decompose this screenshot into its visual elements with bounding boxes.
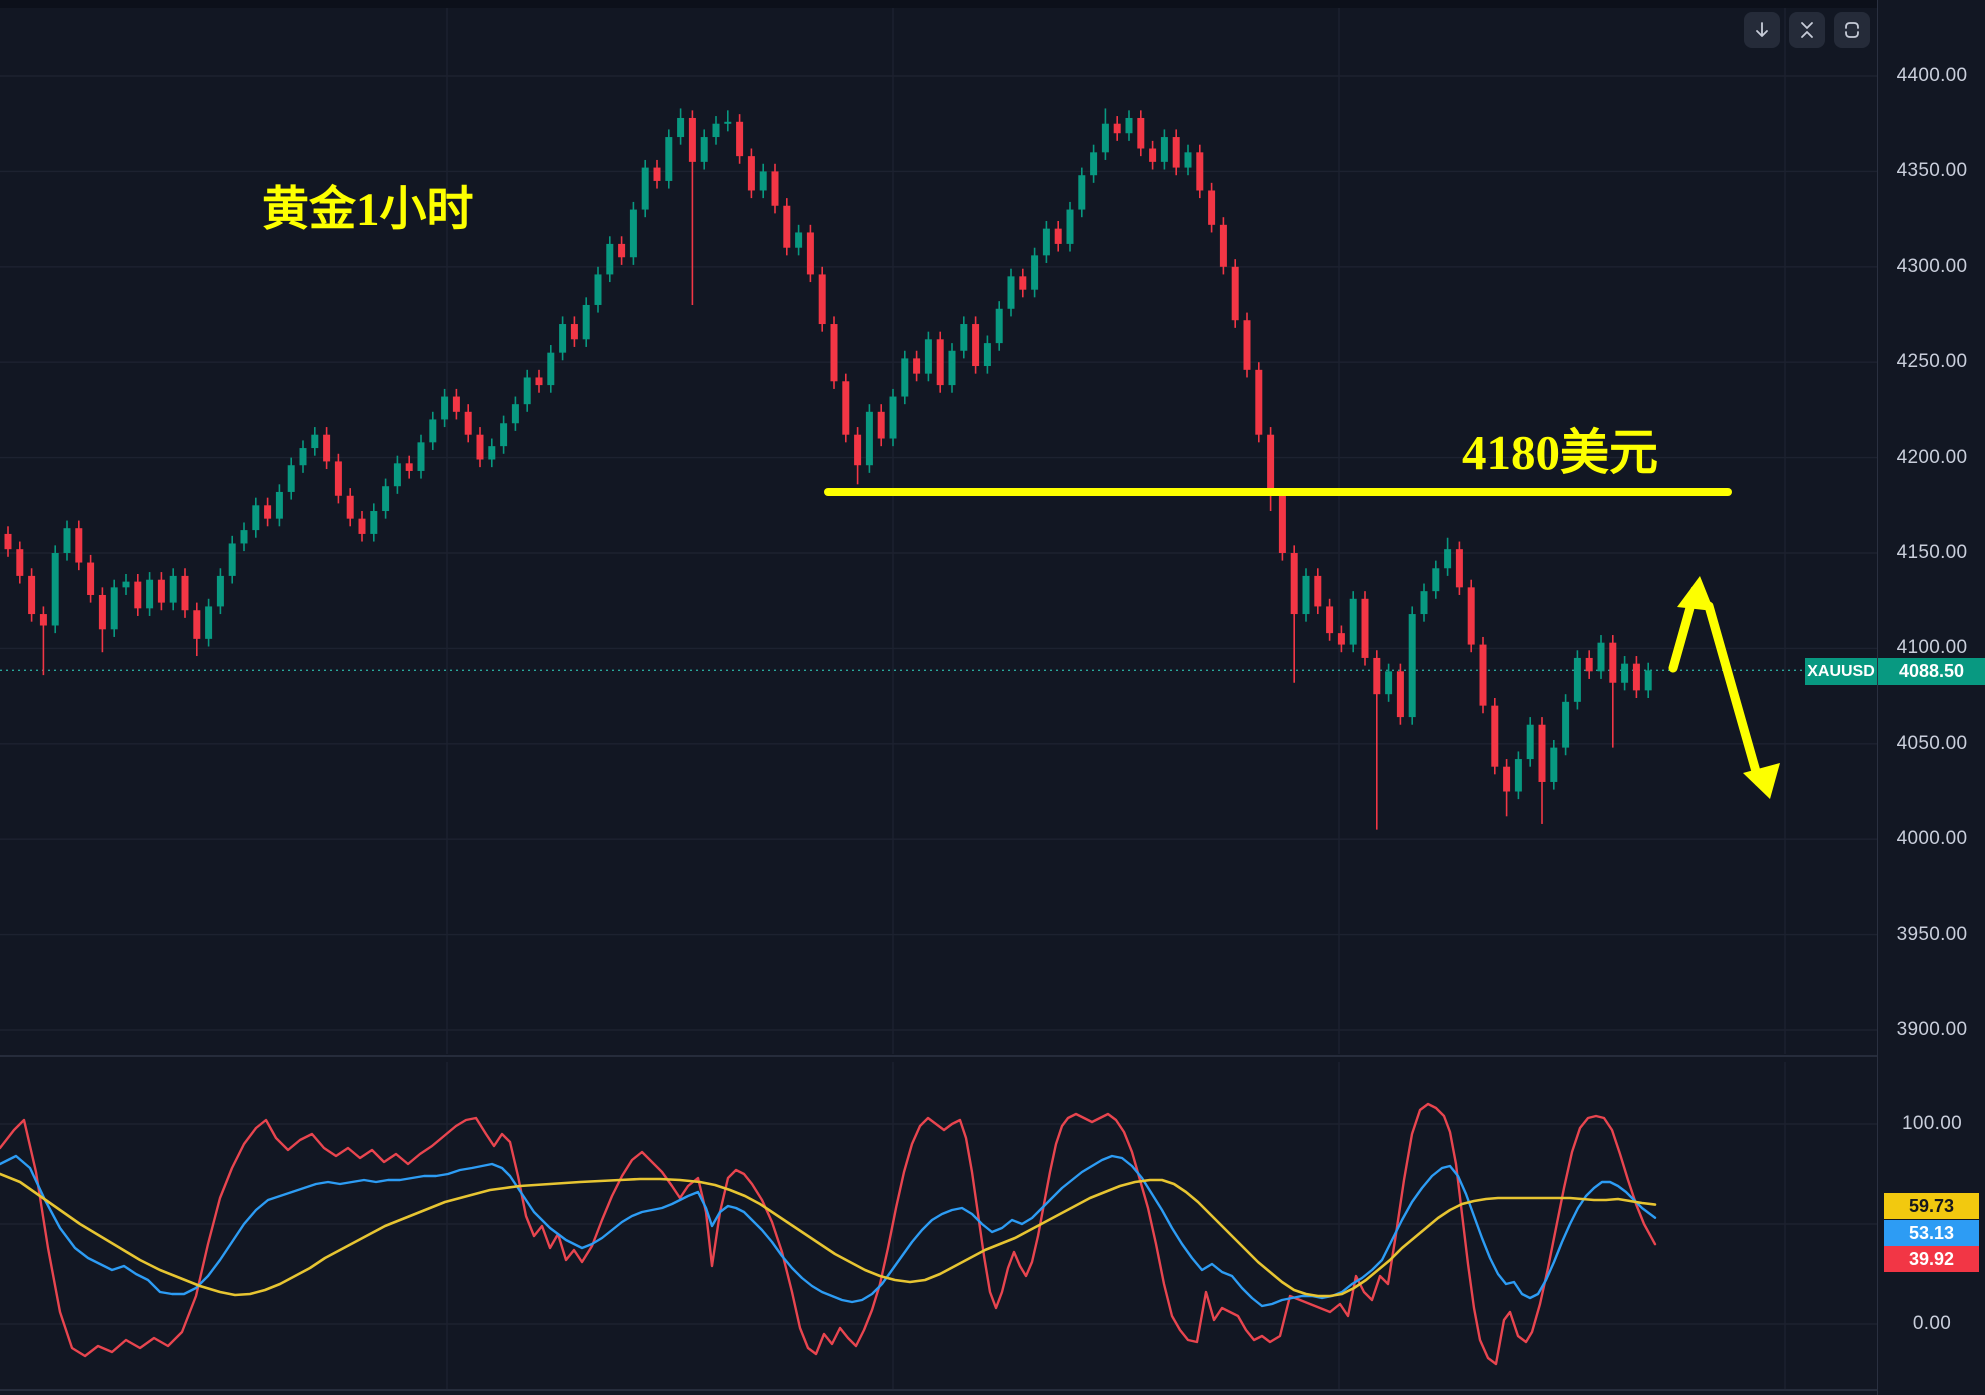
oscillator-tick-label: 0.00 <box>1912 1313 1952 1334</box>
oscillator-tick-label: 100.00 <box>1902 1113 1962 1134</box>
arrow-down-icon <box>1752 20 1772 40</box>
price-tick-label: 4350.00 <box>1896 160 1968 182</box>
price-axis[interactable]: 4400.00 4350.00 4300.00 4250.00 4200.00 4150.… <box>1877 0 1985 1395</box>
price-tick-label: 4000.00 <box>1896 828 1968 850</box>
oscillator-value-badge-slow: 59.73 <box>1884 1193 1979 1219</box>
price-tick-label: 4300.00 <box>1896 255 1968 277</box>
price-tick-label: 3950.00 <box>1896 923 1968 945</box>
price-tick-label: 4400.00 <box>1896 65 1968 86</box>
symbol-price-badge: XAUUSD <box>1805 658 1877 685</box>
scroll-down-button[interactable] <box>1744 12 1780 48</box>
fullscreen-icon <box>1841 19 1863 41</box>
collapse-icon <box>1797 20 1817 40</box>
price-tick-label: 3900.00 <box>1896 1019 1968 1040</box>
collapse-pane-button[interactable] <box>1789 12 1825 48</box>
oscillator-value-badge-fast: 39.92 <box>1884 1246 1979 1272</box>
top-strip <box>0 0 1985 8</box>
price-tick-label: 4100.00 <box>1896 637 1968 659</box>
oscillator-value-badge-mid: 53.13 <box>1884 1220 1979 1246</box>
price-tick-label: 4200.00 <box>1896 446 1968 468</box>
fullscreen-button[interactable] <box>1834 12 1870 48</box>
price-tick-label: 4250.00 <box>1896 351 1968 373</box>
chart-title-annotation: 黄金1小时 <box>262 184 474 236</box>
chart-toolbar <box>1744 12 1870 48</box>
price-tick-label: 4050.00 <box>1896 732 1968 754</box>
last-price-badge: 4088.50 <box>1878 658 1985 685</box>
price-tick-label: 4150.00 <box>1896 542 1968 563</box>
support-level-label: 4180美元 <box>1462 425 1659 480</box>
